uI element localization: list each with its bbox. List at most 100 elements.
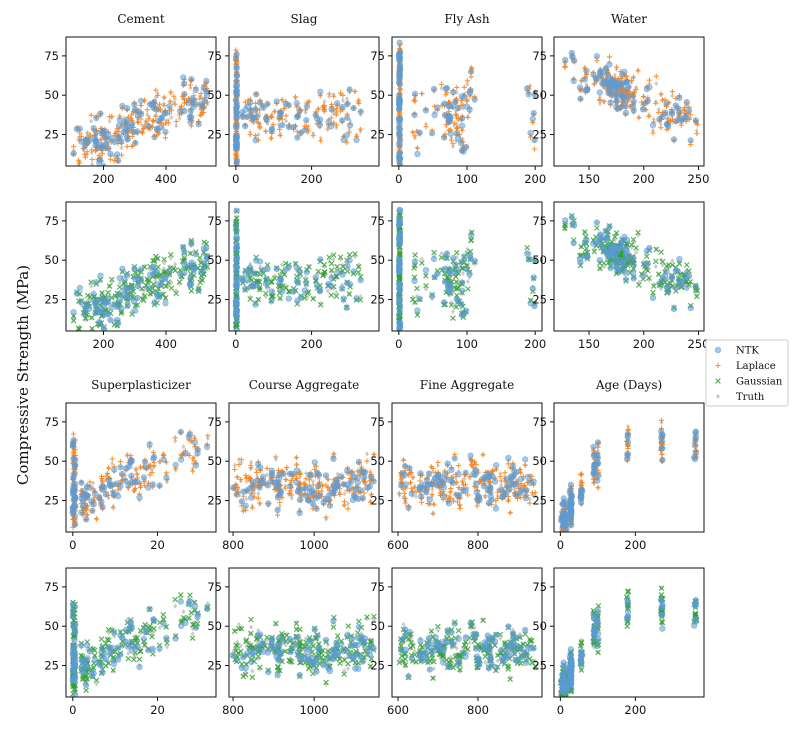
ntk-point xyxy=(263,115,270,122)
truth-point xyxy=(88,297,93,303)
ntk-point xyxy=(582,253,589,260)
ntk-point xyxy=(396,280,404,287)
ntk-point xyxy=(416,295,423,302)
laplace-point xyxy=(531,146,538,152)
laplace-point xyxy=(464,98,470,104)
laplace-point xyxy=(71,449,77,456)
ntk-point xyxy=(622,109,630,116)
ntk-point xyxy=(615,82,622,89)
ntk-point xyxy=(629,92,637,99)
ntk-point xyxy=(449,269,456,277)
ntk-point xyxy=(232,55,239,62)
ntk-point xyxy=(334,269,341,276)
gaussian-point xyxy=(650,289,656,296)
gaussian-point xyxy=(328,260,335,267)
truth-point xyxy=(618,75,623,81)
ntk-point xyxy=(127,456,134,463)
ntk-point xyxy=(70,473,77,480)
scatter-points xyxy=(69,428,211,531)
ntk-point xyxy=(96,160,103,166)
ntk-point xyxy=(312,274,319,281)
laplace-point xyxy=(257,125,263,131)
laplace-point xyxy=(465,114,471,121)
gaussian-point xyxy=(346,291,353,297)
truth-point xyxy=(198,277,203,283)
ntk-point xyxy=(346,257,353,264)
ntk-point xyxy=(111,138,118,145)
laplace-point xyxy=(669,89,675,95)
ntk-point xyxy=(145,284,152,292)
ntk-point xyxy=(145,484,152,491)
y-tick-label: 50 xyxy=(44,454,59,468)
ntk-point xyxy=(71,503,78,510)
laplace-point xyxy=(411,98,417,104)
truth-point xyxy=(304,470,308,476)
ntk-point xyxy=(166,267,173,274)
truth-point xyxy=(265,472,270,478)
axes-frame xyxy=(65,402,217,533)
ntk-point xyxy=(78,509,85,516)
truth-point xyxy=(109,302,114,308)
scatter-points xyxy=(395,206,539,331)
ntk-point xyxy=(530,109,537,117)
truth-point xyxy=(670,93,675,99)
ntk-point xyxy=(233,107,240,114)
ntk-point xyxy=(455,267,462,275)
truth-point xyxy=(174,288,179,294)
ntk-point xyxy=(672,267,679,274)
truth-point xyxy=(362,486,367,492)
ntk-point xyxy=(568,214,575,221)
truth-point xyxy=(181,444,186,450)
ntk-point xyxy=(617,267,624,275)
gaussian-point xyxy=(468,237,474,244)
ntk-point xyxy=(396,131,403,138)
ntk-point xyxy=(683,114,690,121)
laplace-point xyxy=(129,133,135,139)
ntk-point xyxy=(416,129,423,136)
ntk-point xyxy=(117,464,124,471)
ntk-point xyxy=(153,125,161,133)
ntk-point xyxy=(273,98,280,105)
ntk-point xyxy=(107,317,114,324)
ntk-point xyxy=(102,310,109,318)
laplace-point xyxy=(279,97,285,103)
ntk-point xyxy=(531,91,539,99)
scatter-points xyxy=(70,74,211,166)
gaussian-point xyxy=(633,245,639,251)
gaussian-point xyxy=(352,251,358,257)
gaussian-point xyxy=(414,312,421,318)
ntk-point xyxy=(178,456,185,463)
ntk-point xyxy=(396,206,403,213)
ntk-point xyxy=(244,113,251,120)
ntk-point xyxy=(317,88,324,95)
laplace-point xyxy=(325,126,331,132)
ntk-point xyxy=(146,441,153,448)
ntk-point xyxy=(344,114,351,121)
laplace-point xyxy=(161,103,167,109)
y-tick-label: 50 xyxy=(44,253,59,267)
truth-point xyxy=(145,112,150,118)
ntk-point xyxy=(606,61,613,68)
ntk-point xyxy=(458,258,465,265)
ntk-point xyxy=(239,275,246,282)
x-tick-label: 100 xyxy=(456,172,478,186)
laplace-point xyxy=(93,516,100,522)
ntk-point xyxy=(195,287,202,294)
gaussian-point xyxy=(105,289,112,296)
ntk-point xyxy=(608,83,615,91)
laplace-point xyxy=(161,452,167,458)
truth-point xyxy=(651,281,656,287)
laplace-point xyxy=(277,133,283,139)
axes-frame xyxy=(553,201,705,332)
truth-point xyxy=(465,246,470,252)
x-tick-label: 200 xyxy=(524,337,546,351)
laplace-point xyxy=(168,89,174,95)
gaussian-point xyxy=(663,263,670,269)
laplace-point xyxy=(355,98,361,104)
ntk-point xyxy=(253,257,260,264)
truth-point xyxy=(167,273,172,279)
ntk-point xyxy=(527,300,534,307)
